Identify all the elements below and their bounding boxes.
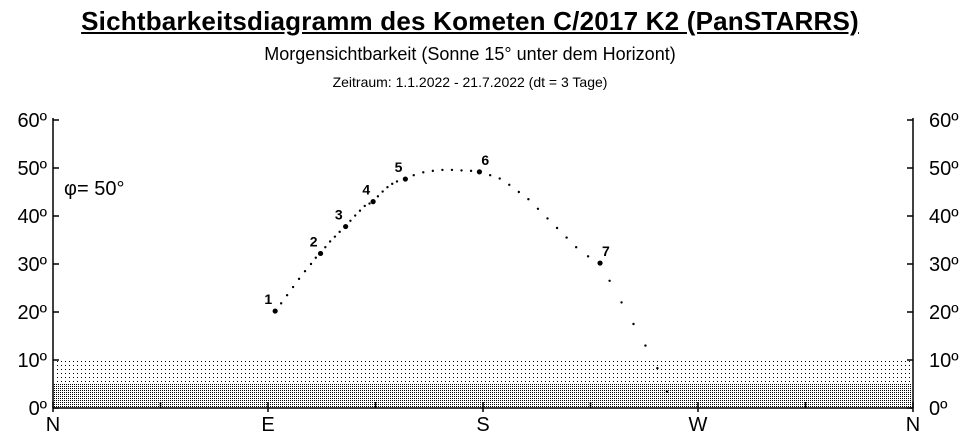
point-label-1: 1 <box>264 291 272 307</box>
track-point <box>358 209 362 212</box>
track-point <box>328 240 332 243</box>
track-point <box>565 236 568 239</box>
point-label-7: 7 <box>602 243 610 259</box>
y-axis-left: 0º 10º 20º 30º 40º 50º 60º <box>17 110 59 420</box>
compass-label-n: N <box>906 414 920 436</box>
track-point <box>498 177 501 180</box>
y-tick-label-right: 10º <box>929 350 959 372</box>
track-point <box>309 262 313 266</box>
chart-title: Sichtbarkeitsdiagramm des Kometen C/2017… <box>81 6 859 36</box>
chart-subtitle: Morgensichtbarkeit (Sonne 15° unter dem … <box>264 44 676 64</box>
y-tick-label-right: 40º <box>929 206 959 228</box>
labeled-point-4 <box>370 199 376 205</box>
y-tick-label-right: 0º <box>929 398 948 420</box>
y-tick-label-right: 20º <box>929 302 959 324</box>
track-point <box>608 279 611 282</box>
y-tick-label-left: 60º <box>17 110 47 132</box>
y-tick-label-right: 60º <box>929 110 959 132</box>
labeled-points: 1 2 3 4 5 6 7 <box>264 152 610 314</box>
track-point <box>314 256 317 259</box>
track-point <box>555 226 559 230</box>
track-point <box>632 322 635 326</box>
labeled-point-7 <box>597 260 603 266</box>
labeled-point-3 <box>343 223 349 230</box>
point-label-5: 5 <box>395 159 403 175</box>
track-point <box>431 169 435 173</box>
y-axis-right: 0º 10º 20º 30º 40º 50º 60º <box>907 110 959 420</box>
compass-label-e: E <box>261 414 274 436</box>
labeled-point-2 <box>317 250 324 257</box>
comet-track <box>273 168 669 393</box>
compass-label-s: S <box>476 414 489 436</box>
track-point <box>536 207 540 210</box>
y-tick-label-left: 20º <box>17 302 47 324</box>
track-point <box>469 169 473 173</box>
track-point <box>656 366 659 370</box>
track-point <box>324 246 327 249</box>
track-point <box>333 235 337 238</box>
track-point <box>441 168 444 172</box>
y-tick-label-left: 0º <box>29 398 48 420</box>
y-tick-label-left: 40º <box>17 206 47 228</box>
horizon-band-2 <box>54 360 912 384</box>
point-label-4: 4 <box>362 182 370 198</box>
track-point <box>546 217 549 220</box>
track-point <box>508 183 511 186</box>
y-tick-label-right: 50º <box>929 158 959 180</box>
track-point <box>450 168 454 172</box>
track-point <box>291 285 295 289</box>
track-point <box>349 219 352 222</box>
track-point <box>338 230 341 234</box>
point-label-6: 6 <box>481 152 489 168</box>
track-point <box>665 390 669 393</box>
latitude-annotation: φ= 50° <box>64 178 124 200</box>
track-point <box>586 255 590 258</box>
track-point <box>517 190 521 194</box>
horizon-bands <box>54 360 912 408</box>
y-tick-label-left: 10º <box>17 350 47 372</box>
track-point <box>644 344 647 347</box>
track-point <box>422 171 425 174</box>
track-point <box>620 301 623 304</box>
track-point <box>395 180 399 183</box>
labeled-point-1 <box>272 308 278 314</box>
compass-label-n: N <box>46 414 60 436</box>
track-point <box>353 214 357 217</box>
track-point <box>488 174 492 177</box>
y-tick-label-right: 30º <box>929 254 959 276</box>
y-tick-label-left: 50º <box>17 158 47 180</box>
track-point <box>279 302 283 305</box>
labeled-point-5 <box>402 176 408 182</box>
track-point <box>363 204 366 208</box>
point-label-2: 2 <box>310 233 318 249</box>
y-tick-label-left: 30º <box>17 254 47 276</box>
track-point <box>303 270 307 273</box>
point-label-3: 3 <box>335 207 343 223</box>
track-point <box>285 294 289 297</box>
track-point <box>527 198 530 201</box>
track-point <box>412 174 415 177</box>
track-point <box>391 182 394 186</box>
track-point <box>381 190 384 193</box>
labeled-point-6 <box>476 169 483 175</box>
chart-period: Zeitraum: 1.1.2022 - 21.7.2022 (dt = 3 T… <box>332 74 608 90</box>
track-point <box>376 195 380 198</box>
track-point <box>297 277 301 281</box>
track-point <box>574 246 578 249</box>
compass-label-w: W <box>689 414 708 436</box>
track-point <box>460 169 463 172</box>
track-point <box>368 202 371 205</box>
track-point <box>386 186 389 189</box>
